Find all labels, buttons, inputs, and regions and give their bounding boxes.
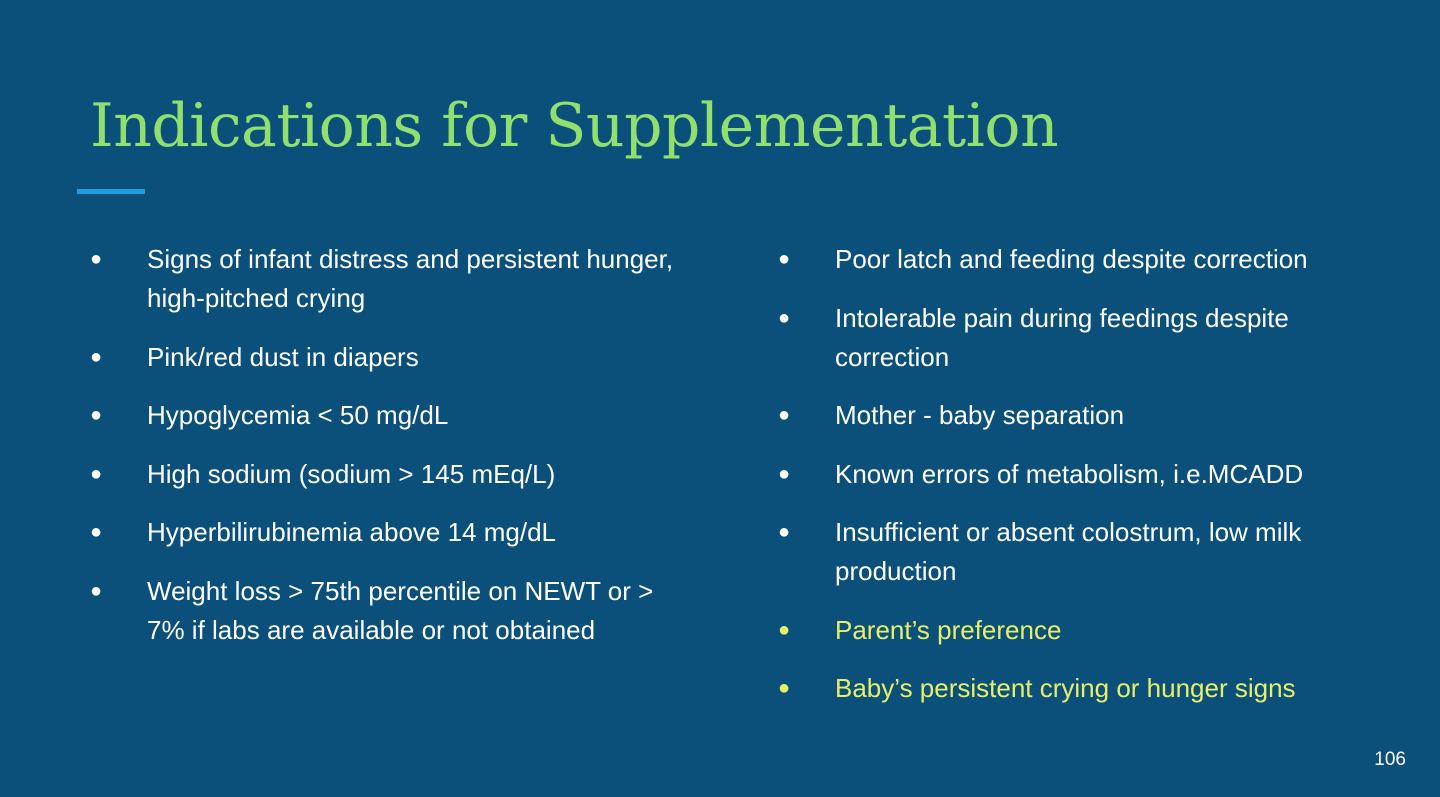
title-accent-rule (77, 189, 145, 194)
bullet-text: Parent’s preference (835, 614, 1062, 645)
bullet-dot-icon: ● (778, 462, 791, 485)
bullet-text: Pink/red dust in diapers (147, 341, 419, 372)
bullet-item: ● High sodium (sodium > 145 mEq/L) (90, 455, 690, 494)
highlighted-bullet-item: ● Parent’s preference (778, 611, 1408, 650)
bullet-item: ● Hyperbilirubinemia above 14 mg/dL (90, 513, 690, 552)
right-bullet-list: ● Poor latch and feeding despite correcti… (778, 240, 1408, 728)
slide-title: Indications for Supplementation (90, 91, 1059, 161)
bullet-dot-icon: ● (90, 579, 103, 602)
bullet-text: Weight loss > 75th percentile on NEWT or… (147, 575, 654, 645)
highlighted-bullet-item: ● Baby’s persistent crying or hunger sign… (778, 669, 1408, 708)
bullet-item: ● Pink/red dust in diapers (90, 338, 690, 377)
bullet-text: Signs of infant distress and persistent … (147, 244, 674, 313)
page-number: 106 (1374, 749, 1406, 770)
bullet-item: ● Poor latch and feeding despite correcti… (778, 240, 1408, 279)
bullet-text: Hyperbilirubinemia above 14 mg/dL (147, 517, 557, 547)
bullet-dot-icon: ● (90, 404, 103, 426)
bullet-dot-icon: ● (90, 345, 103, 368)
bullet-dot-icon: ● (90, 521, 103, 543)
bullet-item: ● Insufficient or absent colostrum, low m… (778, 513, 1408, 591)
bullet-text: Mother - baby separation (835, 400, 1125, 430)
bullet-text: Intolerable pain during feedings despite… (835, 302, 1289, 372)
bullet-text: High sodium (sodium > 145 mEq/L) (147, 458, 556, 489)
bullet-item: ● Mother - baby separation (778, 396, 1408, 435)
bullet-dot-icon: ● (90, 248, 103, 270)
bullet-item: ● Weight loss > 75th percentile on NEWT o… (90, 572, 690, 650)
bullet-dot-icon: ● (778, 521, 791, 543)
bullet-text: Hypoglycemia < 50 mg/dL (147, 400, 449, 430)
bullet-dot-icon: ● (778, 306, 791, 329)
bullet-text: Poor latch and feeding despite correctio… (835, 244, 1308, 274)
bullet-item: ● Hypoglycemia < 50 mg/dL (90, 396, 690, 435)
bullet-dot-icon: ● (778, 404, 791, 426)
bullet-dot-icon: ● (90, 462, 103, 485)
bullet-text: Known errors of metabolism, i.e.MCADD (835, 458, 1304, 489)
bullet-dot-icon: ● (778, 248, 791, 270)
bullet-item: ● Signs of infant distress and persistent… (90, 240, 690, 318)
bullet-dot-icon: ● (778, 618, 791, 641)
bullet-item: ● Intolerable pain during feedings despit… (778, 299, 1408, 377)
bullet-dot-icon: ● (778, 677, 791, 699)
bullet-item: ● Known errors of metabolism, i.e.MCADD (778, 455, 1408, 494)
bullet-text: Baby’s persistent crying or hunger signs (835, 673, 1296, 703)
bullet-text: Insufficient or absent colostrum, low mi… (835, 517, 1302, 586)
left-bullet-list: ● Signs of infant distress and persistent… (90, 240, 690, 669)
